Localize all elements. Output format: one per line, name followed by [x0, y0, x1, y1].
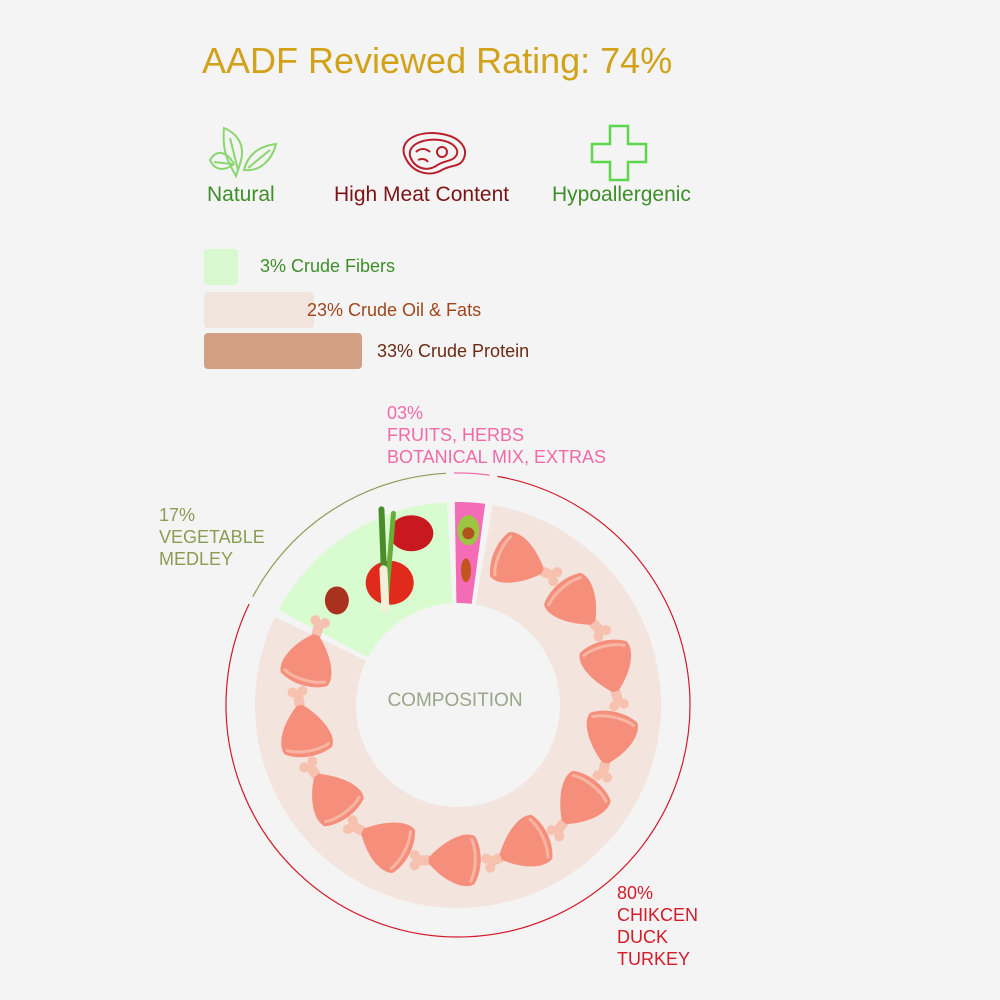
fruits-line-1: FRUITS, HERBS: [387, 425, 525, 445]
meat-line-2: DUCK: [617, 927, 669, 947]
avocado-icon: [457, 515, 480, 546]
fruits-callout: 03% FRUITS, HERBS BOTANICAL MIX, EXTRAS: [387, 402, 606, 468]
meat-callout: 80% CHIKCEN DUCK TURKEY: [617, 882, 698, 970]
vegetable-line-2: MEDLEY: [159, 549, 234, 569]
crude-oil-fats-bar: [204, 292, 315, 328]
meat-line-1: CHIKCEN: [617, 905, 699, 925]
drumstick-icon: [544, 572, 612, 642]
drumstick-icon: [579, 639, 632, 712]
leek-icon: [378, 506, 396, 614]
drumstick-icon: [586, 710, 638, 783]
badge-hypoallergenic-label: Hypoallergenic: [552, 183, 691, 206]
drumstick-icon: [546, 770, 611, 842]
vegetable-callout: 17% VEGETABLE MEDLEY: [159, 504, 265, 570]
almond-icon: [461, 558, 472, 583]
meat-steak-icon: [402, 132, 466, 175]
composition-center-label: COMPOSITION: [387, 690, 523, 711]
meat-percent: 80%: [617, 883, 654, 903]
chestnut-icon: [324, 586, 349, 615]
badge-high-meat-label: High Meat Content: [334, 183, 510, 206]
drumstick-icon: [490, 532, 563, 587]
fruits-line-2: BOTANICAL MIX, EXTRAS: [387, 447, 607, 467]
crude-fibers-label: 3% Crude Fibers: [260, 256, 396, 276]
crude-oil-fats-label: 23% Crude Oil & Fats: [307, 300, 482, 320]
fruits-percent: 03%: [387, 403, 424, 423]
crude-protein-bar: [204, 333, 362, 369]
outer-arc-fruits-herbs: [453, 472, 490, 476]
outer-arc-meat: [225, 475, 691, 938]
leaves-icon: [208, 126, 278, 179]
red-pepper-icon: [389, 515, 434, 552]
crude-fibers-bar: [204, 249, 238, 285]
drumstick-icon: [481, 815, 553, 873]
rating-title: AADF Reviewed Rating: 74%: [202, 40, 673, 81]
drumstick-icon: [299, 756, 364, 827]
meat-line-3: TURKEY: [617, 949, 691, 969]
vegetable-line-1: VEGETABLE: [159, 527, 265, 547]
drumstick-icon: [409, 834, 481, 887]
outer-arc-vegetable-medley: [252, 472, 446, 598]
crude-protein-label: 33% Crude Protein: [377, 341, 530, 361]
badge-natural-label: Natural: [207, 183, 275, 206]
plus-cross-icon: [590, 124, 648, 182]
drumstick-icon: [342, 815, 416, 873]
drumstick-icon: [281, 685, 333, 758]
vegetable-percent: 17%: [159, 505, 196, 525]
drumstick-icon: [280, 615, 332, 688]
